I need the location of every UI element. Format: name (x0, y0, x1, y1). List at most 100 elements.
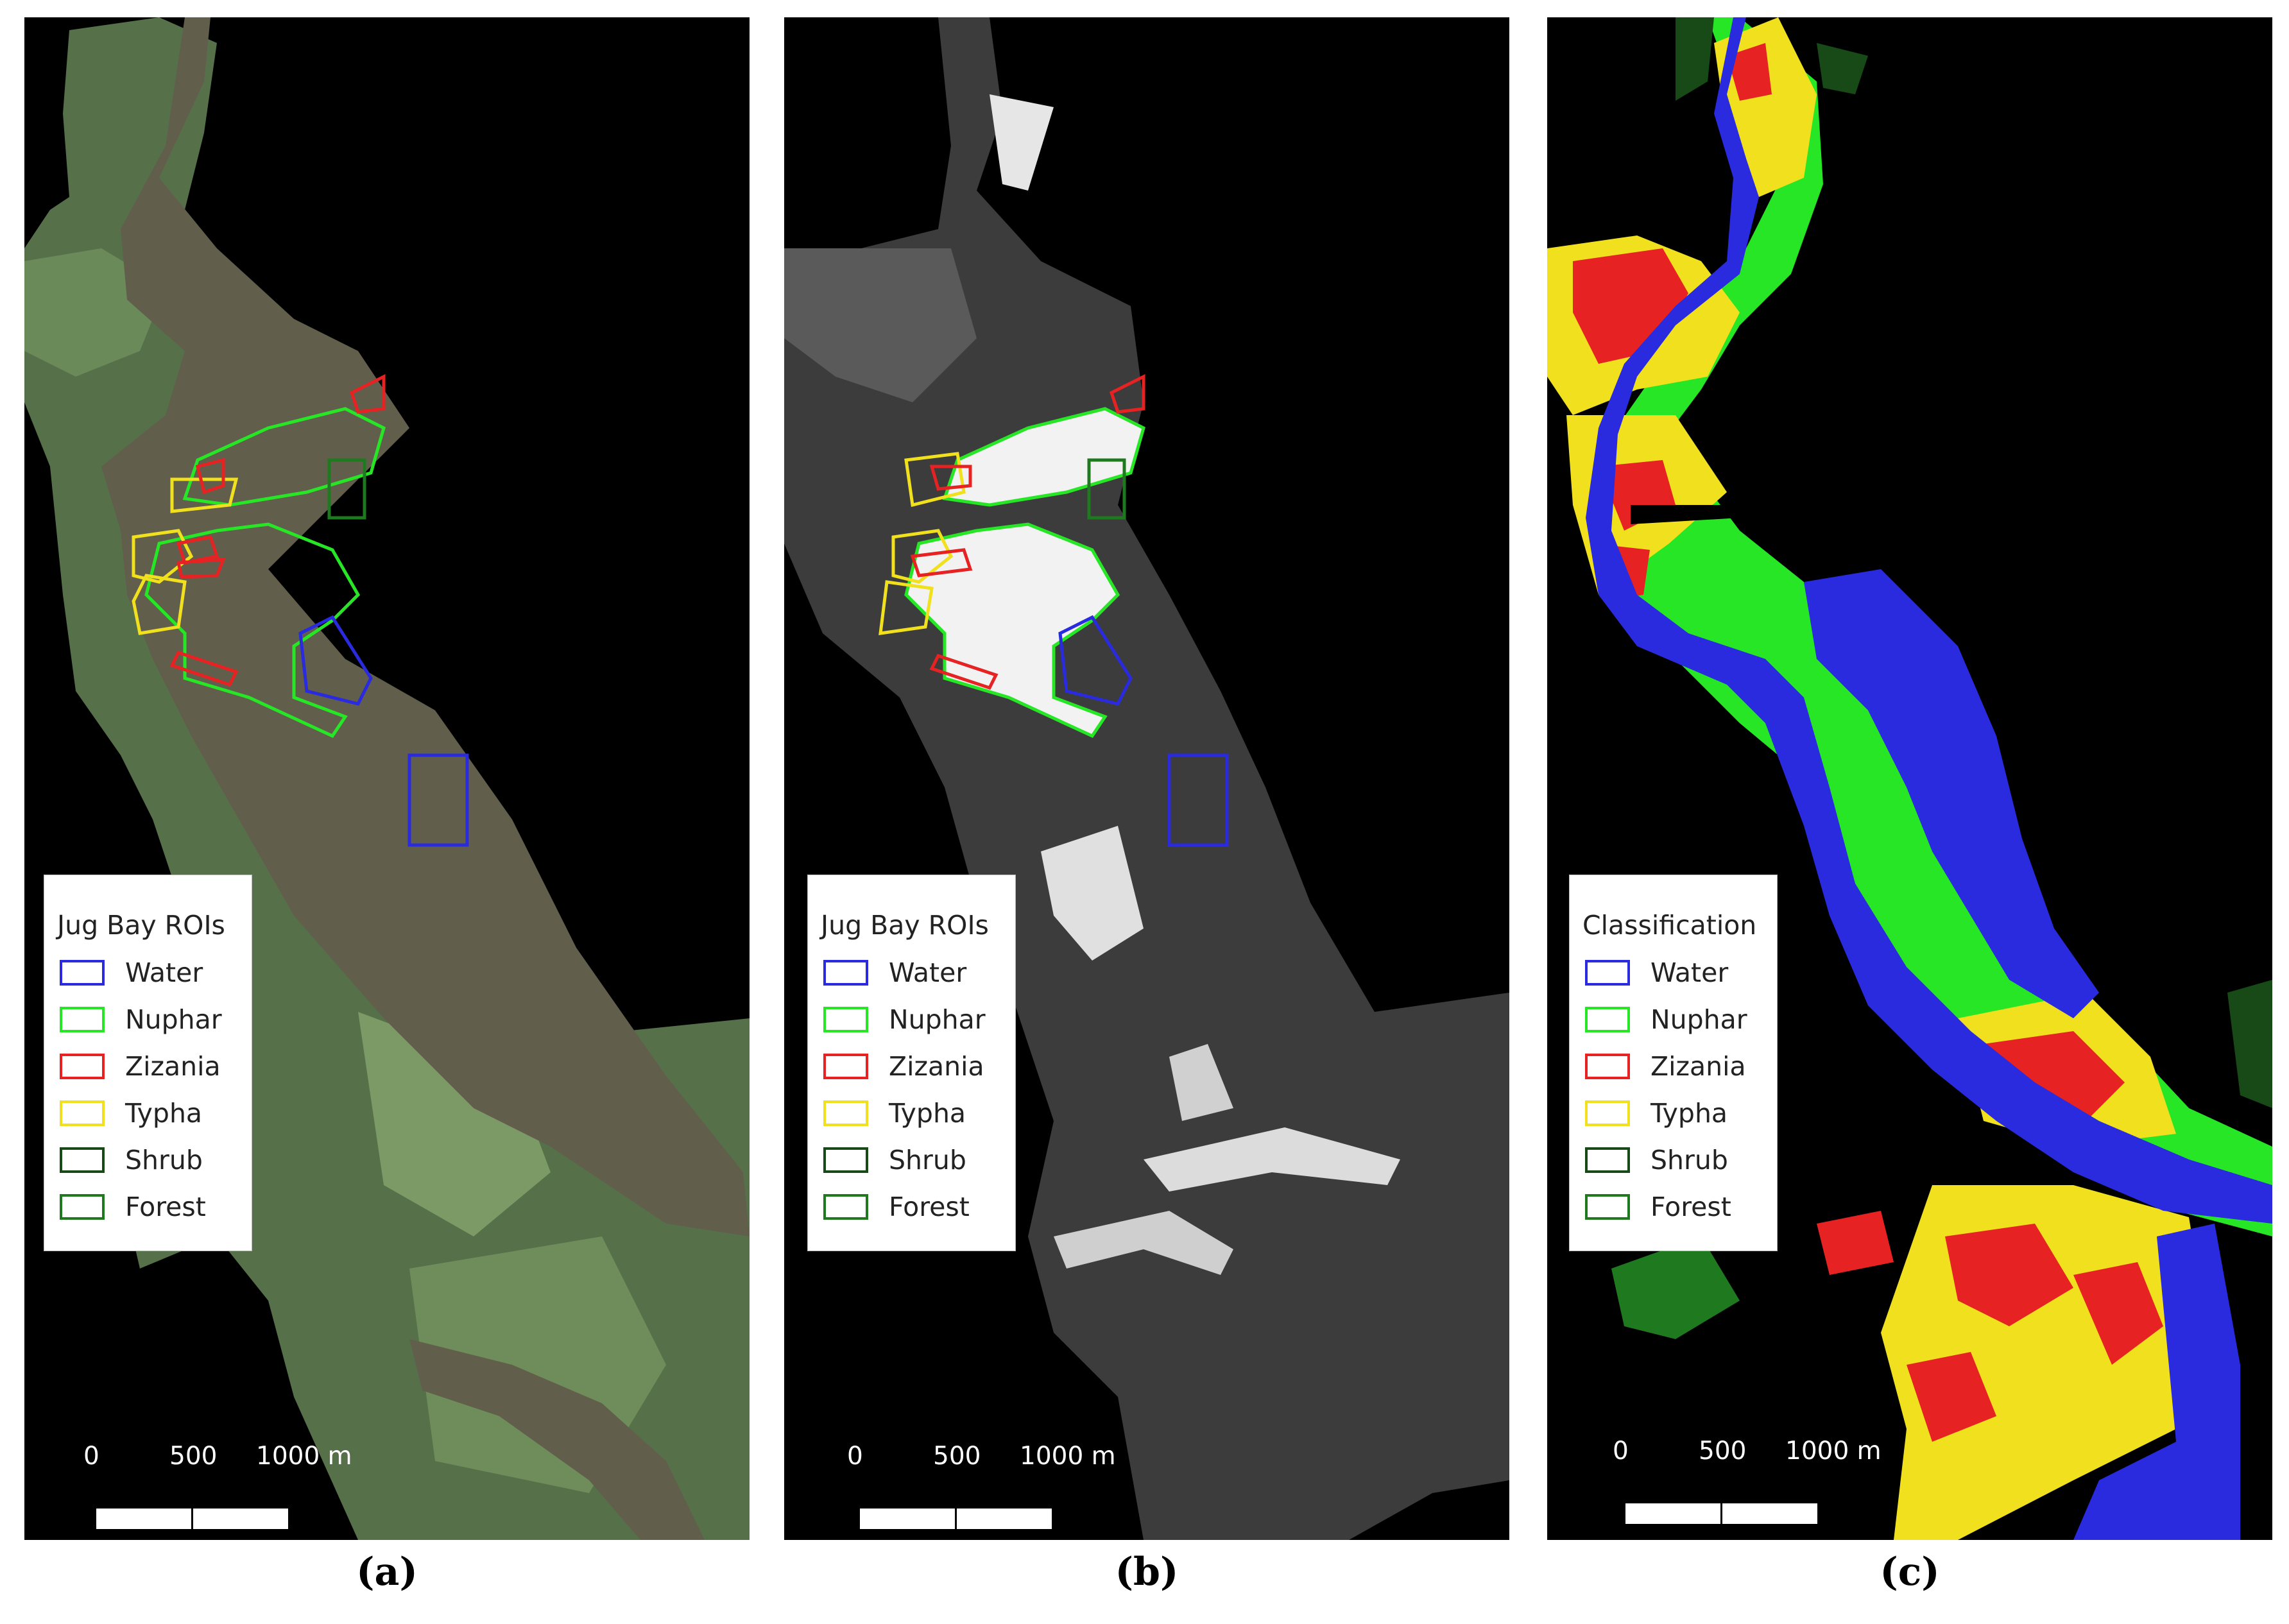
legend-swatch (823, 1007, 868, 1032)
legend-label: Typha (1650, 1098, 1728, 1129)
legend-item-forest: Forest (60, 1192, 252, 1224)
legend-swatch (823, 1054, 868, 1079)
roi-legend: Jug Bay ROIs Water Nuphar Zizania Typha … (807, 875, 1016, 1251)
scale-bar: 0 500 1000 m (1584, 1437, 1882, 1524)
panel-label-a: (a) (356, 1550, 418, 1594)
panel-label-c: (c) (1880, 1550, 1940, 1594)
class-zizania (1727, 43, 1772, 101)
scale-bar-segment (957, 1509, 1052, 1529)
class-zizania (1907, 1352, 1996, 1442)
roi-water (407, 753, 469, 847)
legend-swatch (823, 1100, 868, 1126)
roi-zizania (910, 548, 973, 577)
grayscale-index-map (784, 17, 1509, 1540)
classification-map (1547, 17, 2272, 1540)
legend-item-water: Water (60, 957, 252, 989)
legend-item-forest: Forest (823, 1192, 1016, 1224)
legend-label: Water (1650, 957, 1729, 988)
legend-label: Forest (889, 1192, 970, 1222)
class-zizania (1817, 1211, 1894, 1275)
legend-label: Shrub (889, 1145, 966, 1175)
bright-channel (1054, 1211, 1233, 1275)
legend-item-nuphar: Nuphar (823, 1004, 1016, 1036)
class-water (2073, 1224, 2240, 1540)
roi-legend: Jug Bay ROIs Water Nuphar Zizania Typha … (44, 875, 252, 1251)
legend-item-nuphar: Nuphar (60, 1004, 252, 1036)
bright-vegetation (906, 524, 1118, 736)
legend-label: Forest (1650, 1192, 1731, 1222)
land-texture (784, 17, 1509, 1540)
scale-tick-500: 500 (933, 1442, 981, 1471)
legend-label: Nuphar (125, 1004, 222, 1035)
roi-nuphar (904, 522, 1120, 739)
class-water (1804, 569, 2099, 1018)
river-water (101, 17, 750, 1236)
roi-zizania (349, 373, 386, 414)
roi-nuphar (942, 407, 1145, 507)
legend-swatch (823, 1194, 868, 1220)
map-panel-c: Classification Water Nuphar Zizania Typh… (1547, 17, 2272, 1540)
legend-label: Zizania (1650, 1051, 1746, 1082)
bright-patch (784, 248, 977, 402)
class-zizania (2073, 1262, 2163, 1365)
class-shrub (1676, 17, 1714, 101)
legend-item-zizania: Zizania (60, 1051, 252, 1083)
satellite-imagery-map (24, 17, 750, 1540)
scale-bar-segment (1625, 1503, 1720, 1524)
roi-water (1167, 753, 1229, 847)
class-shrub (1817, 43, 1868, 94)
legend-item-zizania: Zizania (823, 1051, 1016, 1083)
legend-swatch (1585, 960, 1630, 986)
roi-nuphar (144, 522, 361, 739)
roi-nuphar (182, 407, 386, 507)
roi-zizania (1109, 373, 1145, 414)
class-shrub (2227, 980, 2272, 1108)
scale-tick-1000: 1000 m (256, 1442, 352, 1471)
scale-tick-500: 500 (1699, 1437, 1747, 1466)
legend-label: Typha (889, 1098, 966, 1129)
legend-swatch (60, 1054, 105, 1079)
legend-swatch (60, 1100, 105, 1126)
scale-tick-0: 0 (83, 1442, 99, 1471)
legend-swatch (823, 960, 868, 986)
legend-label: Water (889, 957, 967, 988)
roi-zizania (929, 465, 972, 491)
scale-bar: 0 500 1000 m (55, 1442, 352, 1529)
roi-typha (132, 574, 187, 635)
bright-vegetation (1041, 826, 1144, 961)
legend-item-nuphar: Nuphar (1585, 1004, 1778, 1036)
roi-water (298, 615, 373, 706)
legend-title: Classification (1582, 910, 1757, 941)
scale-tick-0: 0 (1613, 1437, 1629, 1466)
roi-forest (327, 458, 366, 520)
legend-swatch (60, 960, 105, 986)
dark-gap (1631, 505, 1740, 524)
legend-item-shrub: Shrub (823, 1145, 1016, 1177)
panel-label-b: (b) (1115, 1550, 1179, 1594)
legend-item-typha: Typha (1585, 1098, 1778, 1130)
roi-water (1058, 615, 1133, 706)
class-zizania (1945, 1224, 2073, 1326)
legend-item-zizania: Zizania (1585, 1051, 1778, 1083)
legend-label: Typha (125, 1098, 203, 1129)
legend-title: Jug Bay ROIs (821, 910, 989, 941)
scale-tick-1000: 1000 m (1785, 1437, 1882, 1466)
legend-label: Nuphar (1650, 1004, 1747, 1035)
legend-item-typha: Typha (60, 1098, 252, 1130)
legend-label: Water (125, 957, 203, 988)
bright-channel (1144, 1127, 1400, 1192)
legend-swatch (60, 1147, 105, 1173)
scale-tick-0: 0 (847, 1442, 863, 1471)
legend-swatch (60, 1194, 105, 1220)
legend-swatch (1585, 1100, 1630, 1126)
roi-zizania (195, 457, 225, 495)
legend-item-forest: Forest (1585, 1192, 1778, 1224)
scale-bar: 0 500 1000 m (819, 1442, 1116, 1529)
roi-zizania (176, 558, 226, 579)
legend-label: Forest (125, 1192, 206, 1222)
roi-typha (879, 580, 934, 635)
legend-swatch (1585, 1054, 1630, 1079)
legend-label: Shrub (125, 1145, 203, 1175)
roi-typha (170, 477, 239, 513)
classification-legend: Classification Water Nuphar Zizania Typh… (1569, 875, 1778, 1251)
